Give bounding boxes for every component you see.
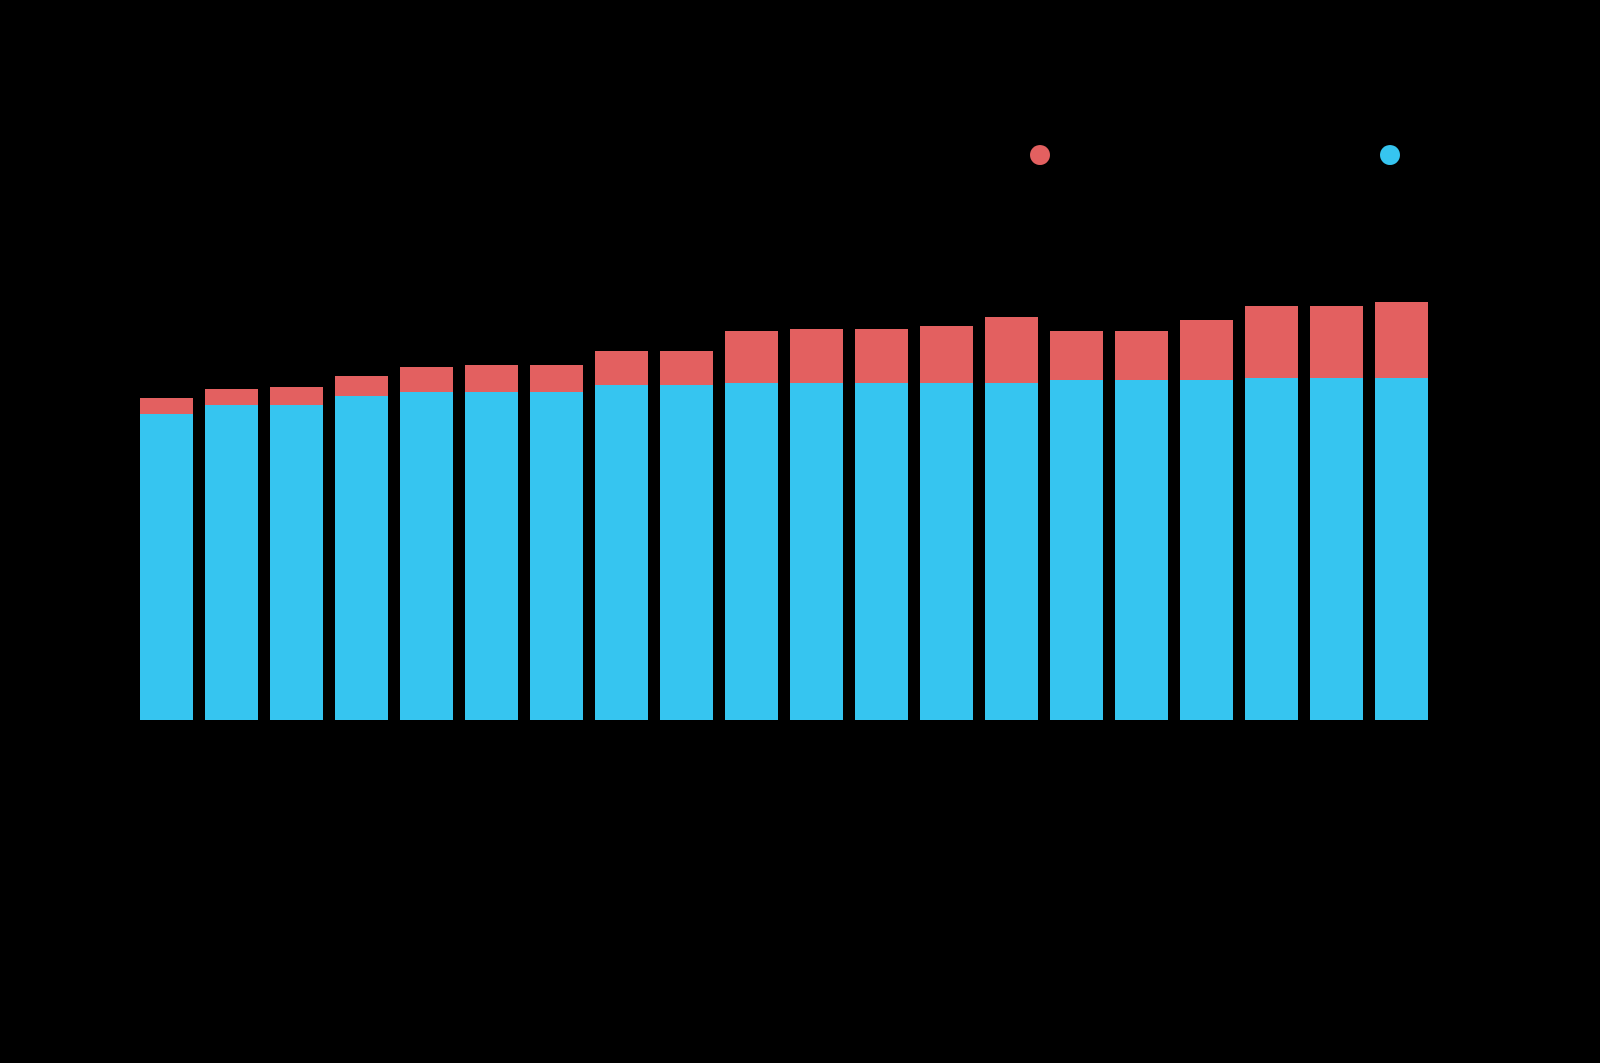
bar-3-top-segment xyxy=(335,376,388,396)
bar-10-bottom-segment xyxy=(790,383,843,721)
bar-3 xyxy=(335,376,388,720)
bar-6-bottom-segment xyxy=(530,392,583,721)
bar-1 xyxy=(205,389,258,720)
bar-9 xyxy=(725,331,778,720)
legend-item-bottom xyxy=(1380,145,1410,165)
bar-12 xyxy=(920,326,973,720)
bar-5-top-segment xyxy=(465,365,518,392)
bar-17-bottom-segment xyxy=(1245,378,1298,720)
bar-1-top-segment xyxy=(205,389,258,405)
bar-12-bottom-segment xyxy=(920,383,973,721)
bar-5 xyxy=(465,365,518,721)
bar-15-top-segment xyxy=(1115,331,1168,381)
bar-0-bottom-segment xyxy=(140,414,193,720)
bar-18 xyxy=(1310,306,1363,720)
bar-18-bottom-segment xyxy=(1310,378,1363,720)
bar-8-bottom-segment xyxy=(660,385,713,720)
bar-6 xyxy=(530,365,583,721)
stacked-bar-chart xyxy=(140,270,1440,720)
legend-item-top xyxy=(1030,145,1060,165)
bar-15-bottom-segment xyxy=(1115,380,1168,720)
bar-9-bottom-segment xyxy=(725,383,778,721)
bar-1-bottom-segment xyxy=(205,405,258,720)
bar-12-top-segment xyxy=(920,326,973,382)
bar-2-bottom-segment xyxy=(270,405,323,720)
bar-0 xyxy=(140,398,193,720)
bar-14-top-segment xyxy=(1050,331,1103,381)
bar-8-top-segment xyxy=(660,351,713,385)
bar-4-top-segment xyxy=(400,367,453,392)
bar-15 xyxy=(1115,331,1168,720)
bar-18-top-segment xyxy=(1310,306,1363,378)
bar-2-top-segment xyxy=(270,387,323,405)
bar-13-top-segment xyxy=(985,317,1038,382)
legend-marker-top-icon xyxy=(1030,145,1050,165)
bar-11 xyxy=(855,329,908,721)
bar-14-bottom-segment xyxy=(1050,380,1103,720)
bar-2 xyxy=(270,387,323,720)
bar-9-top-segment xyxy=(725,331,778,383)
bar-13-bottom-segment xyxy=(985,383,1038,721)
bar-10-top-segment xyxy=(790,329,843,383)
bar-13 xyxy=(985,317,1038,720)
bar-17 xyxy=(1245,306,1298,720)
legend-marker-bottom-icon xyxy=(1380,145,1400,165)
bar-11-bottom-segment xyxy=(855,383,908,721)
bar-7 xyxy=(595,351,648,720)
bar-10 xyxy=(790,329,843,721)
bar-19 xyxy=(1375,302,1428,721)
bar-17-top-segment xyxy=(1245,306,1298,378)
bar-16-top-segment xyxy=(1180,320,1233,381)
bar-4 xyxy=(400,367,453,720)
bar-16-bottom-segment xyxy=(1180,380,1233,720)
bar-7-top-segment xyxy=(595,351,648,385)
bar-19-top-segment xyxy=(1375,302,1428,379)
bar-0-top-segment xyxy=(140,398,193,414)
bar-7-bottom-segment xyxy=(595,385,648,720)
bar-4-bottom-segment xyxy=(400,392,453,721)
bar-11-top-segment xyxy=(855,329,908,383)
bar-14 xyxy=(1050,331,1103,720)
bar-6-top-segment xyxy=(530,365,583,392)
bar-8 xyxy=(660,351,713,720)
bar-5-bottom-segment xyxy=(465,392,518,721)
bar-16 xyxy=(1180,320,1233,721)
bar-19-bottom-segment xyxy=(1375,378,1428,720)
bar-3-bottom-segment xyxy=(335,396,388,720)
